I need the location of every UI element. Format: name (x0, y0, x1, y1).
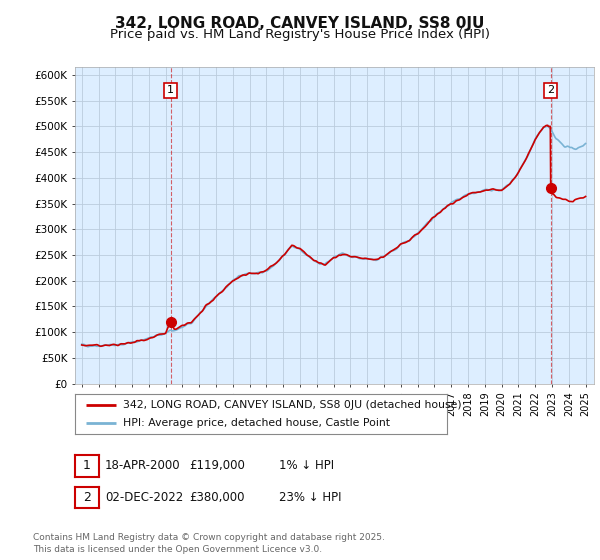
Text: £380,000: £380,000 (189, 491, 245, 504)
Text: 342, LONG ROAD, CANVEY ISLAND, SS8 0JU (detached house): 342, LONG ROAD, CANVEY ISLAND, SS8 0JU (… (124, 400, 462, 409)
Text: 342, LONG ROAD, CANVEY ISLAND, SS8 0JU: 342, LONG ROAD, CANVEY ISLAND, SS8 0JU (115, 16, 485, 31)
Text: Price paid vs. HM Land Registry's House Price Index (HPI): Price paid vs. HM Land Registry's House … (110, 28, 490, 41)
Text: 18-APR-2000: 18-APR-2000 (105, 459, 181, 473)
Text: 1% ↓ HPI: 1% ↓ HPI (279, 459, 334, 473)
Text: 23% ↓ HPI: 23% ↓ HPI (279, 491, 341, 504)
Text: 2: 2 (547, 85, 554, 95)
Text: HPI: Average price, detached house, Castle Point: HPI: Average price, detached house, Cast… (124, 418, 391, 428)
Text: 1: 1 (83, 459, 91, 473)
Text: 02-DEC-2022: 02-DEC-2022 (105, 491, 183, 504)
Text: Contains HM Land Registry data © Crown copyright and database right 2025.
This d: Contains HM Land Registry data © Crown c… (33, 533, 385, 554)
Text: 2: 2 (83, 491, 91, 504)
Text: £119,000: £119,000 (189, 459, 245, 473)
Text: 1: 1 (167, 85, 174, 95)
